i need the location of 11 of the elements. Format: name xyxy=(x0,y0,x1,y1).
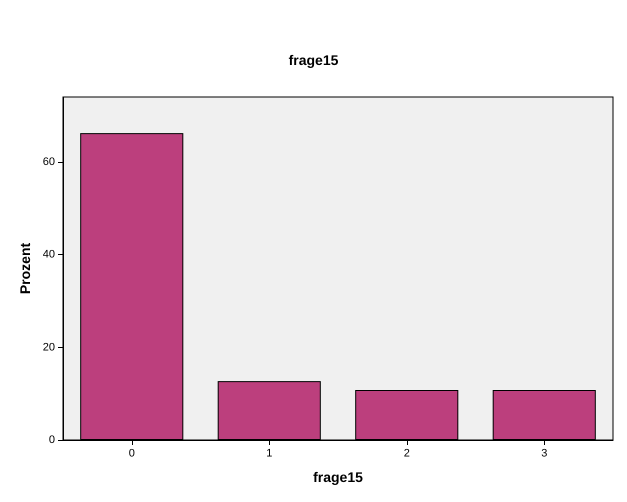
x-tick-label: 3 xyxy=(541,448,548,460)
y-axis-title: Prozent xyxy=(16,242,33,294)
y-tick-label: 20 xyxy=(42,341,55,354)
chart-title: frage15 xyxy=(288,52,339,68)
x-tick-label: 1 xyxy=(266,448,272,460)
y-tick-label: 40 xyxy=(42,248,55,261)
x-tick-label: 2 xyxy=(404,448,410,460)
x-axis-title: frage15 xyxy=(313,469,364,485)
y-tick-label: 0 xyxy=(48,434,55,446)
y-tick-label: 60 xyxy=(42,156,55,168)
x-tick-label: 0 xyxy=(128,448,135,460)
